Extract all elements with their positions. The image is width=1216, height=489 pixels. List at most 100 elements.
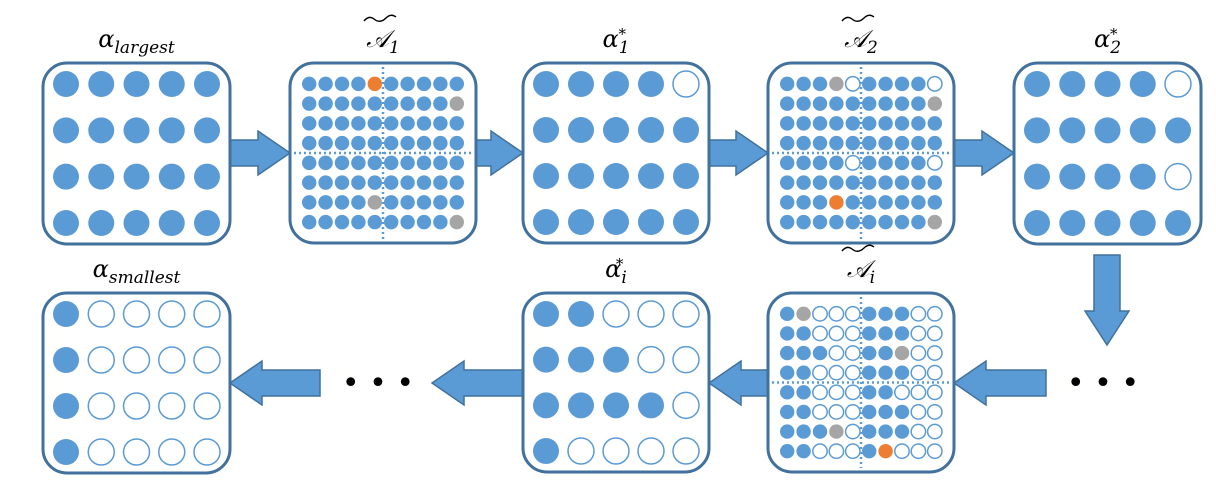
empty-cell — [844, 443, 861, 460]
filled-cell — [927, 135, 942, 151]
filled-cell — [88, 71, 115, 97]
filled-cell — [780, 306, 795, 322]
empty-cell — [812, 305, 828, 322]
filled-cell — [812, 116, 828, 131]
empty-cell — [844, 75, 861, 92]
filled-cell — [603, 209, 629, 235]
empty-cell — [87, 438, 115, 466]
label-subscript: i — [870, 268, 875, 288]
filled-cell — [796, 96, 811, 111]
filled-cell — [603, 117, 629, 143]
filled-cell — [862, 424, 877, 439]
filled-cell — [796, 175, 811, 190]
filled-cell — [812, 175, 828, 190]
filled-cell — [568, 209, 594, 235]
filled-cell — [638, 117, 664, 143]
filled-cell — [433, 195, 448, 210]
empty-cell — [844, 305, 861, 322]
empty-cell — [122, 300, 151, 328]
filled-cell — [367, 214, 382, 230]
filled-cell — [88, 210, 115, 236]
filled-cell — [812, 345, 828, 361]
filled-cell — [318, 135, 333, 151]
filled-cell — [416, 96, 432, 111]
panel-frame — [521, 291, 711, 474]
candidate-cell — [829, 424, 844, 439]
filled-cell — [384, 76, 399, 92]
filled-cell — [53, 117, 79, 144]
filled-cell — [334, 116, 350, 131]
filled-cell — [673, 117, 699, 143]
filled-cell — [302, 76, 317, 92]
filled-cell — [1059, 163, 1086, 190]
filled-cell — [158, 71, 185, 97]
filled-cell — [88, 163, 115, 190]
filled-cell — [302, 155, 317, 171]
panel-label: 𝒜i — [847, 255, 877, 288]
filled-cell — [351, 76, 366, 92]
filled-cell — [796, 424, 811, 439]
filled-cell — [400, 195, 415, 210]
filled-cell — [433, 155, 448, 171]
empty-cell — [193, 300, 221, 328]
filled-cell — [400, 155, 415, 171]
filled-cell — [53, 301, 79, 327]
candidate-cell — [927, 214, 942, 230]
empty-cell — [844, 345, 861, 362]
filled-cell — [433, 76, 448, 92]
empty-cell — [637, 437, 665, 465]
filled-cell — [780, 424, 795, 439]
filled-cell — [638, 392, 664, 419]
filled-cell — [862, 214, 877, 230]
filled-cell — [638, 163, 664, 189]
label-base: α — [93, 255, 109, 283]
filled-cell — [533, 117, 559, 143]
label-base: α — [605, 255, 621, 283]
filled-cell — [894, 96, 910, 111]
filled-cell — [318, 155, 333, 171]
filled-cell — [123, 163, 150, 190]
filled-cell — [780, 155, 795, 171]
filled-cell — [796, 76, 811, 92]
filled-cell — [812, 96, 828, 111]
filled-cell — [911, 155, 926, 171]
filled-cell — [318, 195, 333, 210]
filled-cell — [1059, 71, 1086, 97]
filled-cell — [367, 135, 382, 151]
empty-cell — [828, 305, 845, 322]
filled-cell — [449, 116, 464, 131]
empty-cell — [926, 403, 943, 420]
panel-label: α2* — [1094, 25, 1121, 58]
label-base: α — [1094, 25, 1110, 53]
filled-cell — [894, 175, 910, 190]
panel-label: αi* — [605, 255, 627, 288]
empty-cell — [926, 154, 943, 171]
filled-cell — [384, 135, 399, 151]
filled-cell — [796, 385, 811, 400]
filled-cell — [796, 135, 811, 151]
filled-cell — [1094, 117, 1121, 144]
filled-cell — [334, 214, 350, 230]
panel-alpha-largest — [41, 61, 232, 246]
empty-cell — [158, 438, 186, 466]
empty-cell — [894, 443, 910, 460]
filled-cell — [894, 76, 910, 92]
filled-cell — [416, 116, 432, 131]
filled-cell — [351, 195, 366, 210]
candidate-cell — [927, 96, 942, 111]
filled-cell — [845, 116, 860, 131]
filled-cell — [878, 404, 893, 420]
empty-cell — [844, 384, 861, 401]
filled-cell — [780, 404, 795, 420]
filled-cell — [334, 155, 350, 171]
filled-cell — [416, 155, 432, 171]
filled-cell — [780, 365, 795, 380]
filled-cell — [384, 195, 399, 210]
panel-alpha-star-1 — [521, 61, 711, 245]
filled-cell — [796, 195, 811, 210]
filled-cell — [829, 135, 844, 151]
empty-cell — [812, 325, 828, 342]
empty-cell — [910, 305, 927, 322]
filled-cell — [862, 135, 877, 151]
filled-cell — [533, 71, 559, 97]
